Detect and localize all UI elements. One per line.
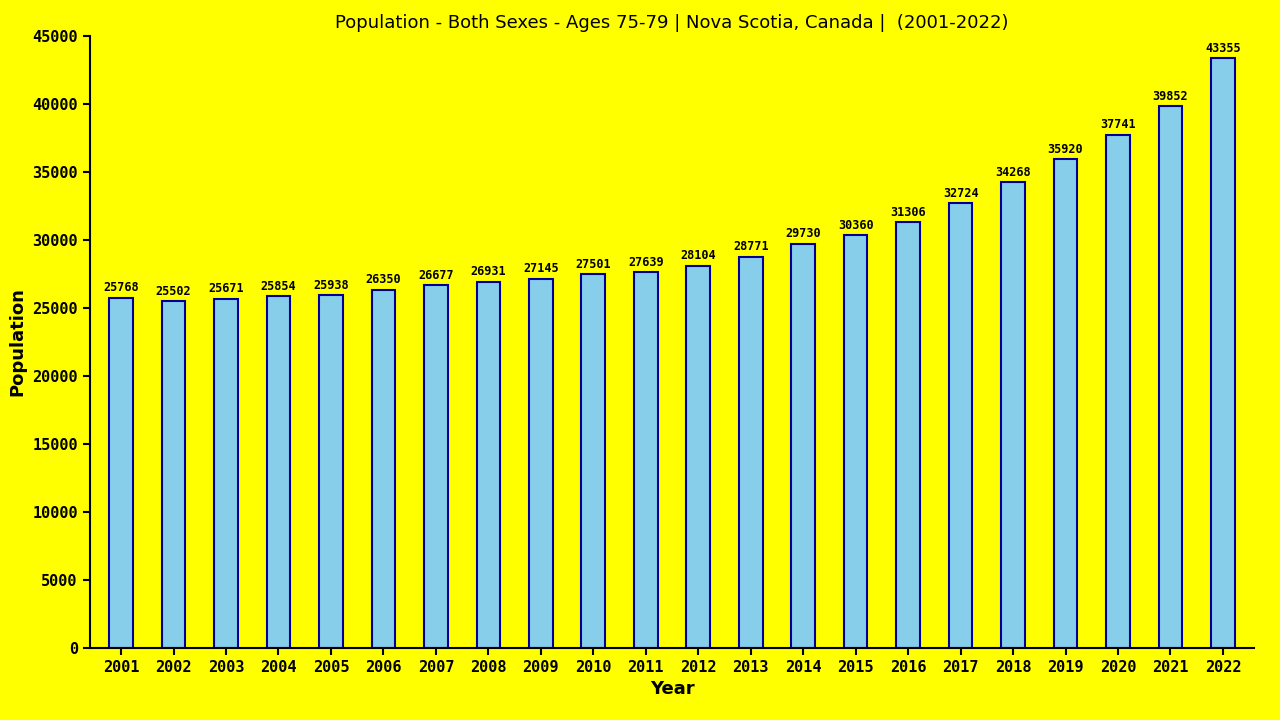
Bar <box>424 285 448 648</box>
Bar <box>476 282 500 648</box>
Text: 25671: 25671 <box>209 282 243 295</box>
Bar <box>739 257 763 648</box>
Text: 28771: 28771 <box>733 240 768 253</box>
Bar <box>529 279 553 648</box>
Bar <box>1106 135 1130 648</box>
X-axis label: Year: Year <box>650 680 694 698</box>
Text: 27639: 27639 <box>628 256 663 269</box>
Text: 26931: 26931 <box>471 266 506 279</box>
Bar <box>948 203 973 648</box>
Bar <box>109 297 133 648</box>
Bar <box>896 222 920 648</box>
Text: 34268: 34268 <box>996 166 1030 179</box>
Bar <box>1001 182 1025 648</box>
Bar <box>1053 160 1078 648</box>
Bar <box>844 235 868 648</box>
Text: 27145: 27145 <box>524 262 558 276</box>
Text: 32724: 32724 <box>943 186 978 199</box>
Bar <box>1158 106 1183 648</box>
Text: 35920: 35920 <box>1048 143 1083 156</box>
Y-axis label: Population: Population <box>9 287 27 397</box>
Text: 39852: 39852 <box>1152 89 1188 103</box>
Bar <box>1211 58 1235 648</box>
Bar <box>214 299 238 648</box>
Bar <box>686 266 710 648</box>
Text: 30360: 30360 <box>838 219 873 232</box>
Bar <box>791 243 815 648</box>
Bar <box>319 295 343 648</box>
Bar <box>581 274 605 648</box>
Text: 25938: 25938 <box>314 279 348 292</box>
Text: 25502: 25502 <box>156 285 192 298</box>
Text: 27501: 27501 <box>576 258 611 271</box>
Text: 43355: 43355 <box>1204 42 1240 55</box>
Text: 26677: 26677 <box>419 269 453 282</box>
Text: 25768: 25768 <box>104 281 140 294</box>
Text: 26350: 26350 <box>366 273 401 287</box>
Bar <box>266 297 291 648</box>
Text: 25854: 25854 <box>261 280 296 293</box>
Text: 28104: 28104 <box>681 249 716 262</box>
Bar <box>371 289 396 648</box>
Bar <box>634 272 658 648</box>
Text: 29730: 29730 <box>786 228 820 240</box>
Title: Population - Both Sexes - Ages 75-79 | Nova Scotia, Canada |  (2001-2022): Population - Both Sexes - Ages 75-79 | N… <box>335 14 1009 32</box>
Text: 37741: 37741 <box>1101 118 1135 131</box>
Bar <box>161 301 186 648</box>
Text: 31306: 31306 <box>891 206 925 219</box>
